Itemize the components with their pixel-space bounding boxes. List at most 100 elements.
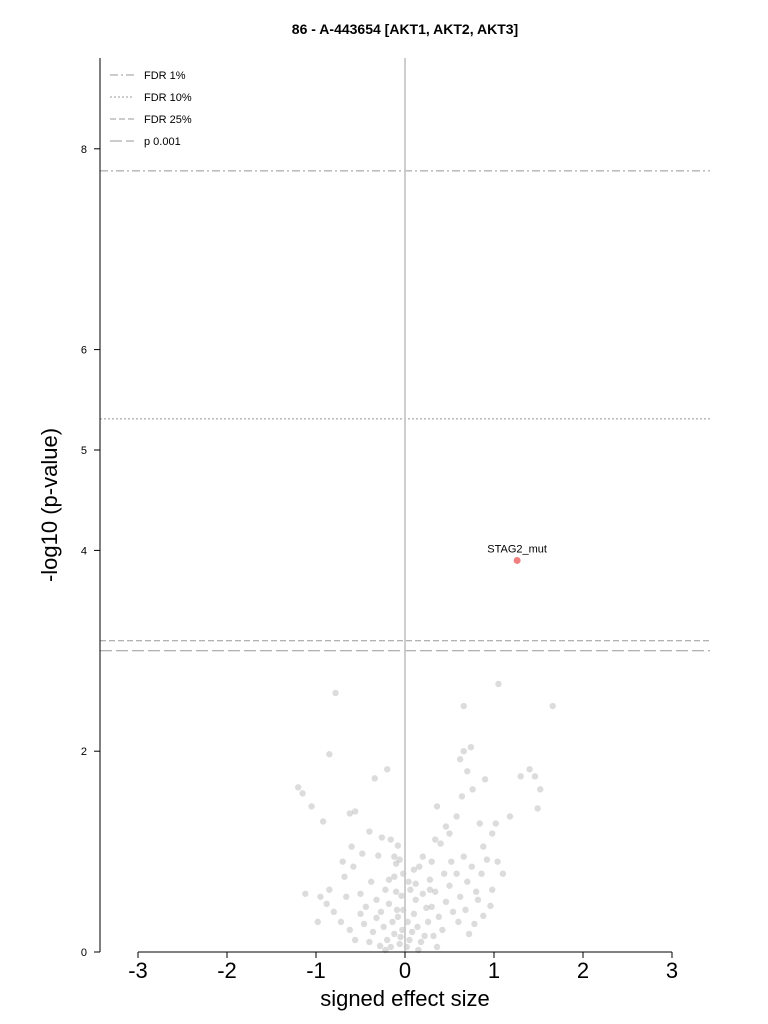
data-point	[302, 890, 309, 897]
y-ticks: 0 2 4 5 6 8	[81, 144, 100, 959]
data-point	[417, 938, 425, 946]
x-tick-label: 3	[666, 958, 678, 983]
data-point	[506, 813, 514, 820]
data-point	[483, 856, 491, 863]
data-point	[375, 852, 382, 859]
data-point	[408, 928, 416, 936]
data-point	[397, 933, 404, 941]
data-point	[394, 842, 402, 849]
data-point	[471, 920, 478, 928]
data-point	[464, 768, 471, 775]
data-point	[343, 893, 350, 900]
data-point	[465, 930, 473, 938]
data-point	[351, 936, 359, 944]
data-point	[373, 914, 380, 922]
data-point	[384, 936, 391, 944]
data-point	[371, 775, 378, 782]
data-point	[495, 680, 502, 688]
data-point	[458, 793, 466, 800]
data-point	[464, 878, 471, 885]
data-point	[478, 870, 485, 877]
data-point	[392, 888, 400, 895]
data-point	[435, 913, 443, 921]
data-point	[391, 873, 398, 880]
data-point	[480, 843, 487, 850]
data-point	[360, 920, 368, 928]
legend-label: FDR 25%	[144, 114, 192, 126]
x-tick-label: 2	[577, 958, 589, 983]
y-tick-label: 8	[81, 144, 87, 156]
data-point	[389, 918, 396, 926]
data-point	[487, 902, 494, 910]
data-point	[467, 743, 475, 751]
data-point	[319, 818, 327, 825]
data-point	[357, 890, 364, 897]
data-point	[410, 910, 418, 918]
data-point	[537, 786, 544, 793]
legend-label: p 0.001	[144, 136, 181, 148]
data-point	[330, 908, 337, 916]
data-point	[399, 926, 406, 934]
data-point	[474, 896, 482, 903]
chart-title: 86 - A-443654 [AKT1, AKT2, AKT3]	[292, 21, 518, 37]
data-point	[449, 908, 457, 916]
data-point	[367, 878, 375, 885]
data-point	[419, 890, 426, 897]
data-point	[385, 876, 393, 883]
data-point	[460, 702, 467, 710]
data-point	[387, 943, 394, 951]
x-tick-label: 0	[399, 958, 411, 983]
legend-label: FDR 10%	[144, 92, 192, 104]
data-point	[405, 878, 412, 885]
data-point	[410, 866, 418, 873]
legend: FDR 1% FDR 10% FDR 25% p 0.001	[110, 70, 192, 148]
data-point	[460, 853, 467, 860]
data-point	[384, 766, 391, 773]
data-point	[476, 820, 483, 827]
y-tick-label: 5	[81, 445, 87, 457]
data-point	[348, 843, 355, 850]
x-tick-label: -3	[128, 958, 148, 983]
data-point	[404, 918, 411, 926]
data-point	[489, 830, 496, 837]
data-point	[456, 756, 464, 763]
data-point	[369, 928, 377, 936]
data-point	[391, 930, 398, 938]
data-point	[424, 918, 432, 926]
data-point	[398, 892, 405, 899]
data-point	[517, 773, 524, 780]
y-axis-label: -log10 (p-value)	[37, 428, 62, 582]
legend-label: FDR 1%	[144, 70, 186, 82]
data-point	[378, 834, 386, 841]
data-point	[440, 870, 448, 877]
data-point	[339, 858, 346, 865]
y-tick-label: 4	[81, 545, 87, 557]
data-point	[426, 886, 434, 893]
data-point	[453, 870, 460, 877]
data-point	[377, 908, 385, 916]
data-point	[323, 900, 330, 908]
data-point	[337, 918, 345, 926]
data-point	[433, 803, 441, 810]
data-point	[446, 882, 453, 889]
data-point	[439, 926, 446, 934]
data-point	[442, 898, 450, 905]
data-point	[326, 751, 333, 758]
data-point	[549, 702, 556, 710]
data-point	[380, 923, 387, 931]
data-point	[453, 813, 460, 820]
data-point	[396, 940, 403, 948]
data-point	[455, 918, 462, 926]
data-point	[426, 876, 434, 883]
highlight-label: STAG2_mut	[487, 543, 547, 555]
data-point	[385, 900, 393, 908]
x-tick-label: -2	[217, 958, 237, 983]
data-point	[366, 938, 373, 946]
data-point	[489, 886, 496, 893]
data-point	[492, 820, 499, 827]
data-point	[414, 923, 421, 931]
data-point	[432, 888, 439, 895]
data-point	[534, 805, 541, 812]
data-point	[346, 810, 354, 817]
